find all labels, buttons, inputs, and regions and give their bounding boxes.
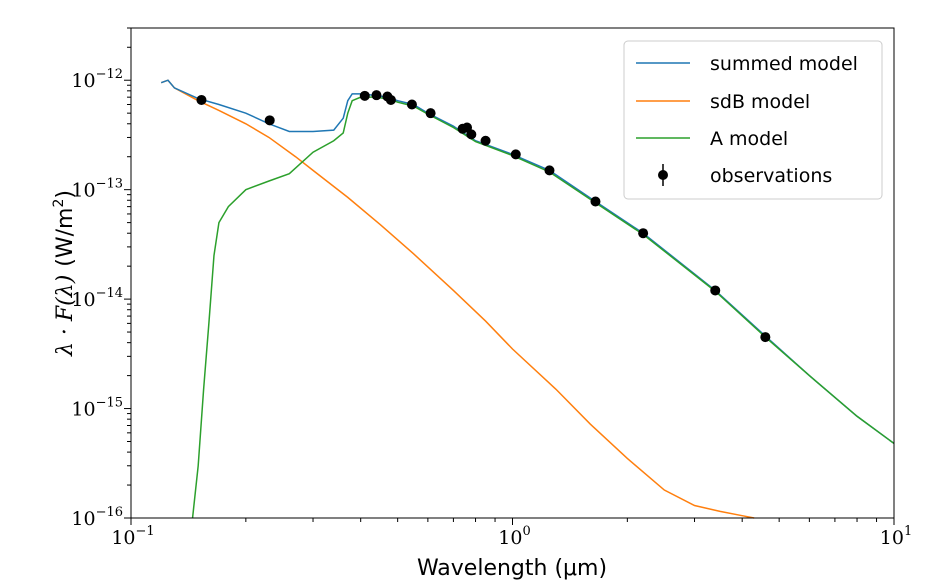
point-observations [371,90,382,101]
point-observations [264,115,275,126]
x-tick-label: 101 [880,524,912,549]
plot-frame [130,27,895,519]
point-observations [510,149,521,160]
point-observations [638,228,649,239]
point-observations [359,90,370,101]
y-axis-label: λ · F(λ) (W/m2) [51,190,78,357]
x-tick-label: 10−1 [111,524,154,549]
series-line-sdb-model [160,79,755,519]
point-observations [385,94,396,105]
y-axis-label-unit-sup: 2 [51,199,67,208]
point-observations [590,196,601,207]
point-observations [480,135,491,146]
x-tick-label: 100 [498,524,530,549]
legend-label-a: A model [710,128,788,150]
y-tick-label: 10−13 [71,177,123,202]
point-observations [425,108,436,119]
y-axis-label-unit-close: ) [53,190,78,199]
y-axis-label-unit: (W/m [53,208,78,267]
legend-swatch-obs-marker [658,170,668,180]
point-observations [406,99,417,110]
legend: summed model sdB model A model observati… [623,40,883,200]
point-observations [466,129,477,140]
x-axis-label: Wavelength (μm) [417,556,607,581]
y-tick-label: 10−14 [71,286,123,311]
y-axis-label-math: λ · F(λ) [53,275,78,357]
legend-label-summed: summed model [710,53,858,75]
y-tick-label: 10−15 [71,396,123,421]
point-observations [710,285,721,296]
legend-label-sdb: sdB model [710,91,810,113]
tick-layer: 10−1 100 101 10−16 10−15 10−14 10−13 10−12 [71,27,912,549]
point-observations [196,94,207,105]
legend-box [623,40,883,200]
series-layer [160,79,895,519]
y-tick-label: 10−16 [71,505,123,530]
point-observations [544,165,555,176]
legend-label-obs: observations [710,165,832,187]
y-tick-label: 10−12 [71,67,123,92]
point-observations [760,332,771,343]
